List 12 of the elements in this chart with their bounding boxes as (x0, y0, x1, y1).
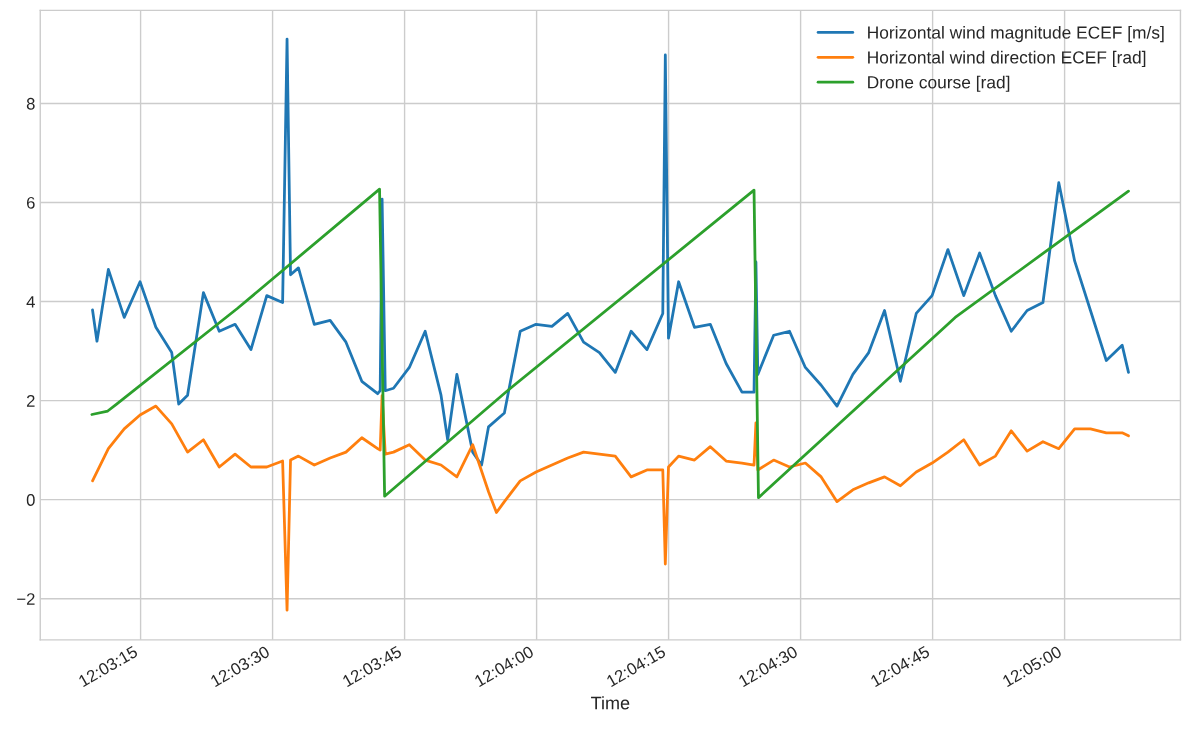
line-series (90, 187, 1130, 500)
legend-label: Horizontal wind magnitude ECEF [m/s] (868, 25, 1164, 43)
legend-label: Horizontal wind direction ECEF [rad] (868, 50, 1146, 68)
y-tick-label: 6 (26, 196, 35, 209)
y-tick-label: 2 (26, 395, 35, 407)
y-tick-label: 8 (26, 97, 35, 110)
y-tick-label: 0 (26, 494, 35, 506)
line-series (91, 394, 1130, 612)
x-axis-title: Time (591, 696, 630, 710)
legend-label: Drone course [rad] (868, 75, 1010, 92)
y-tick-label: −2 (17, 593, 35, 605)
y-tick-label: 4 (26, 296, 35, 308)
